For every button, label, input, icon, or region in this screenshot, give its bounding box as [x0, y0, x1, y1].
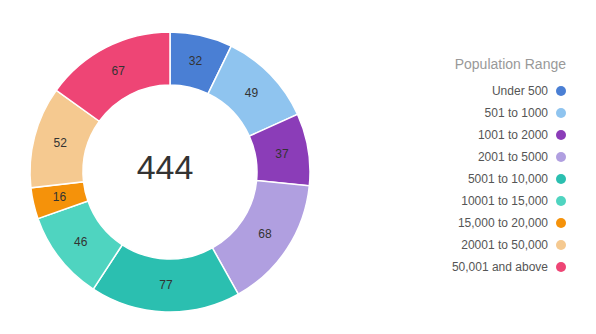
svg-text:16: 16 [53, 190, 67, 204]
svg-text:77: 77 [159, 278, 173, 292]
svg-text:67: 67 [112, 64, 126, 78]
html-text:2001 to 5000: 2001 to 5000 [477, 150, 548, 164]
html-text:5001 to 10,000: 5001 to 10,000 [467, 172, 548, 186]
svg-text:68: 68 [258, 227, 272, 241]
html-text:Under 500: Under 500 [492, 84, 548, 98]
svg-text:32: 32 [189, 54, 203, 68]
html-text:10001 to 15,000: 10001 to 15,000 [461, 194, 548, 208]
html-text:444: 444 [136, 147, 194, 186]
svg-text:46: 46 [74, 235, 88, 249]
html-text:50,001 and above: 50,001 and above [451, 260, 548, 274]
svg-text:52: 52 [53, 136, 67, 150]
html-text:1001 to 2000: 1001 to 2000 [477, 128, 548, 142]
html-text:Population Range: Population Range [454, 56, 566, 72]
html-text:15,000 to 20,000: 15,000 to 20,000 [457, 216, 548, 230]
svg-text:37: 37 [275, 147, 289, 161]
svg-text:49: 49 [245, 86, 259, 100]
html-text:20001 to 50,000: 20001 to 50,000 [461, 238, 548, 252]
html-text:501 to 1000: 501 to 1000 [484, 106, 548, 120]
